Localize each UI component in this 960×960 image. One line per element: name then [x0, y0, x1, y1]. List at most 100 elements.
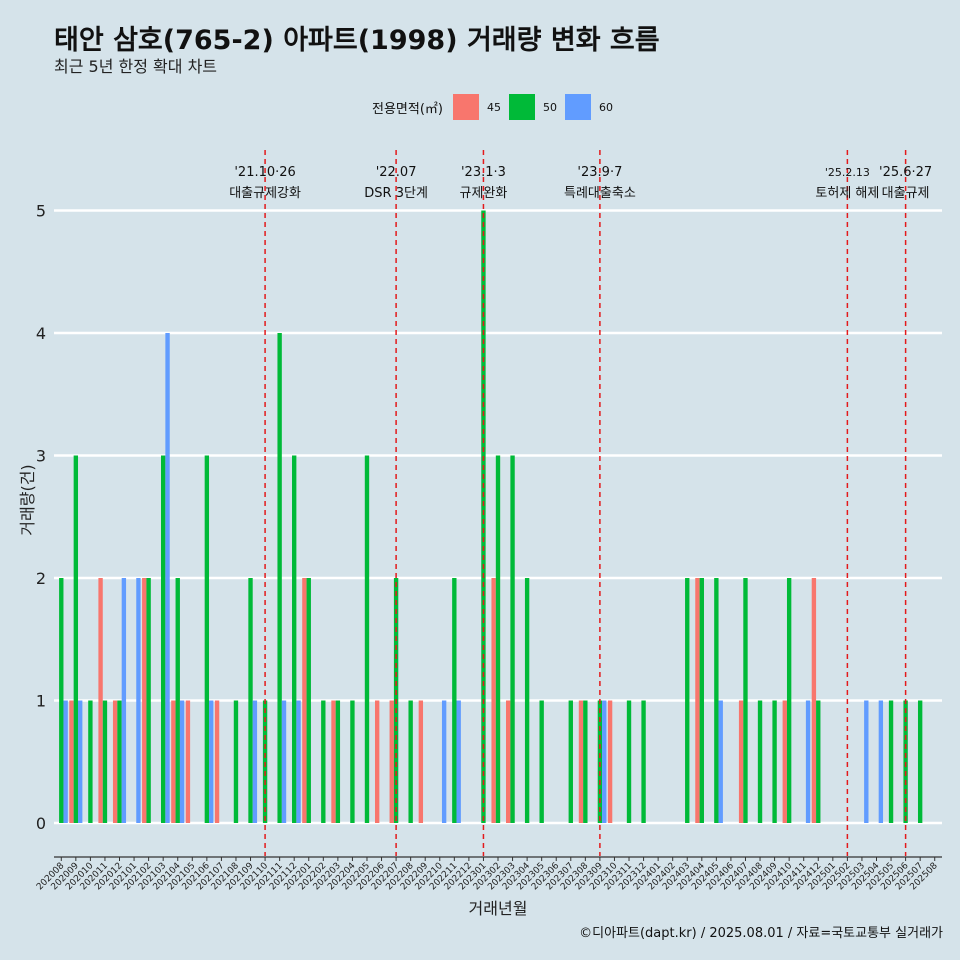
bar-45-202407	[738, 700, 744, 823]
bar-60-202012	[121, 578, 127, 823]
bar-50-202102	[146, 578, 151, 823]
source-caption: ©디아파트(dapt.kr) / 2025.08.01 / 자료=국토교통부 실…	[579, 926, 943, 941]
bar-50-202505	[888, 700, 894, 823]
bar-50-202309	[597, 700, 603, 823]
bar-60-202405	[718, 700, 723, 823]
bar-60-202104	[179, 700, 185, 823]
bar-50-202506	[903, 700, 908, 823]
event-date-202502: '25.2.13	[825, 166, 870, 179]
bar-50-202409	[772, 700, 777, 823]
y-tick-label: 4	[36, 324, 46, 343]
bar-50-202108	[233, 700, 239, 823]
bar-45-202206	[374, 700, 380, 823]
y-tick-label: 5	[36, 202, 46, 221]
bar-50-202109	[248, 578, 253, 823]
legend-label-60: 60	[598, 100, 613, 114]
bar-50-202308	[583, 700, 588, 823]
x-axis-title: 거래년월	[469, 899, 528, 918]
bar-50-202009	[73, 455, 79, 823]
bar-50-202011	[102, 700, 108, 823]
bar-60-202008	[63, 700, 68, 823]
bar-45-202209	[418, 700, 424, 823]
bar-50-202202	[321, 700, 326, 823]
bar-45-202404	[695, 578, 700, 823]
bar-50-202302	[495, 455, 501, 823]
bar-50-202211	[452, 578, 457, 823]
bar-45-202310	[607, 700, 613, 823]
legend-item-60: 60	[564, 94, 613, 120]
bar-45-202011	[98, 578, 103, 823]
legend-label-50: 50	[542, 100, 557, 114]
y-axis-title: 거래량(건)	[18, 464, 37, 535]
bar-60-202309	[602, 700, 607, 823]
bar-45-202201	[302, 578, 307, 823]
bar-45-202303	[506, 700, 511, 823]
bar-60-202103	[165, 333, 170, 823]
bar-60-202009	[78, 700, 83, 823]
bar-60-202101	[136, 578, 141, 823]
bar-50-202204	[350, 700, 355, 823]
bar-60-202504	[878, 700, 884, 823]
y-tick-label: 0	[36, 814, 46, 833]
bar-50-202311	[626, 700, 632, 823]
bar-60-202210	[441, 700, 447, 823]
bar-50-202307	[568, 700, 573, 823]
legend-key-60	[564, 94, 591, 120]
bar-50-202301	[481, 210, 486, 823]
bar-50-202303	[510, 455, 515, 823]
event-label-202207: DSR 3단계	[364, 186, 428, 201]
legend-item-50: 50	[508, 94, 557, 120]
bar-45-202308	[578, 700, 584, 823]
bar-50-202112	[292, 455, 297, 823]
bar-50-202208	[408, 700, 413, 823]
bar-50-202012	[117, 700, 122, 823]
bar-50-202008	[59, 578, 64, 823]
legend-key-50	[508, 94, 535, 120]
bar-45-202412	[811, 578, 817, 823]
bar-50-202312	[641, 700, 646, 823]
y-tick-label: 3	[36, 447, 46, 466]
chart-subtitle: 최근 5년 한정 확대 차트	[54, 57, 218, 76]
event-label-202301: 규제완화	[460, 186, 508, 201]
event-date-202506: '25.6·27	[879, 165, 932, 180]
bar-45-202105	[185, 700, 191, 823]
bar-50-202205	[364, 455, 370, 823]
bar-50-202305	[539, 700, 544, 823]
bar-45-202107	[214, 700, 220, 823]
bar-45-202009	[69, 700, 74, 823]
legend-key-45	[452, 94, 479, 120]
event-date-202301: '23.1·3	[461, 165, 506, 180]
bar-50-202412	[816, 700, 821, 823]
chart-title: 태안 삼호(765-2) 아파트(1998) 거래량 변화 흐름	[54, 25, 660, 56]
legend-label-45: 45	[486, 100, 501, 114]
event-date-202309: '23.9·7	[577, 165, 622, 180]
bar-60-202211	[456, 700, 461, 823]
event-label-202110: 대출규제강화	[229, 186, 301, 201]
event-label-202309: 특례대출축소	[564, 186, 636, 201]
event-date-202110: '21.10·26	[234, 165, 295, 180]
bar-45-202203	[331, 700, 336, 823]
bar-50-202408	[757, 700, 763, 823]
y-tick-label: 1	[36, 692, 46, 711]
bar-45-202104	[171, 700, 176, 823]
bar-50-202405	[714, 578, 719, 823]
bar-50-202010	[88, 700, 93, 823]
y-tick-label: 2	[36, 569, 46, 588]
bar-50-202403	[685, 578, 690, 823]
legend: 전용면적(㎡) 45 50 60	[372, 92, 621, 122]
bar-50-202110	[262, 700, 268, 823]
bar-50-202407	[743, 578, 748, 823]
bar-60-202106	[209, 700, 214, 823]
bar-45-202410	[782, 700, 787, 823]
bar-60-202112	[296, 700, 301, 823]
bar-50-202104	[175, 578, 180, 823]
bar-45-202012	[112, 700, 118, 823]
event-label-202502: 토허제 해제	[815, 186, 879, 201]
bar-50-202203	[335, 700, 341, 823]
bar-50-202410	[786, 578, 792, 823]
bar-45-202302	[491, 578, 496, 823]
bar-50-202201	[306, 578, 311, 823]
bar-60-202411	[805, 700, 811, 823]
bar-50-202304	[524, 578, 530, 823]
